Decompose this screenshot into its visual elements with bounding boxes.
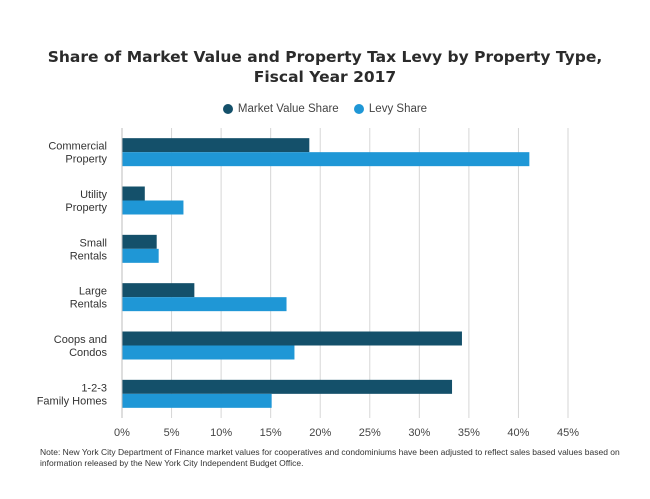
category-label: Commercial [48,141,107,153]
bar-market-value [122,331,462,346]
x-tick-label: 0% [114,427,130,439]
chart-title: Share of Market Value and Property Tax L… [47,48,603,66]
category-label: Property [65,202,107,214]
legend-label-levy: Levy Share [368,103,428,115]
category-label: Rentals [70,299,108,311]
chart-legend: Market Value Share Levy Share [0,103,650,117]
x-tick-label: 45% [557,427,579,439]
bar-levy [122,345,295,360]
x-tick-label: 20% [309,427,331,439]
legend-swatch-market-value [222,104,233,114]
legend-item-levy: Levy Share [353,103,428,115]
x-tick-label: 5% [164,427,180,439]
x-tick-label: 40% [507,427,529,439]
category-label: Large [79,286,107,298]
category-label: Coops and [54,334,107,346]
bar-market-value [122,234,157,249]
category-label: 1-2-3 [81,382,107,394]
x-tick-label: 30% [408,427,430,439]
x-tick-label: 10% [210,427,232,439]
category-label: Utility [80,189,107,201]
bar-market-value [122,186,145,201]
bar-levy [122,200,184,215]
x-tick-label: 25% [359,427,381,439]
category-label: Condos [69,347,107,359]
category-label: Family Homes [37,395,108,407]
bar-market-value [122,138,310,153]
category-label: Rentals [70,250,108,262]
bar-market-value [122,283,195,298]
bar-levy [122,152,530,167]
legend-label-market-value: Market Value Share [237,103,339,115]
category-label: Small [79,237,107,249]
chart-note: Note: New York City Department of Financ… [40,447,620,468]
legend-item-market-value: Market Value Share [222,103,339,115]
category-label: Property [65,154,107,166]
bar-levy [122,297,287,312]
x-tick-label: 35% [458,427,480,439]
bar-levy [122,248,159,263]
chart-title-line2: Fiscal Year 2017 [253,68,397,86]
bar-levy [122,393,272,408]
x-tick-label: 15% [260,427,282,439]
legend-swatch-levy [353,104,364,114]
bar-market-value [122,379,453,394]
